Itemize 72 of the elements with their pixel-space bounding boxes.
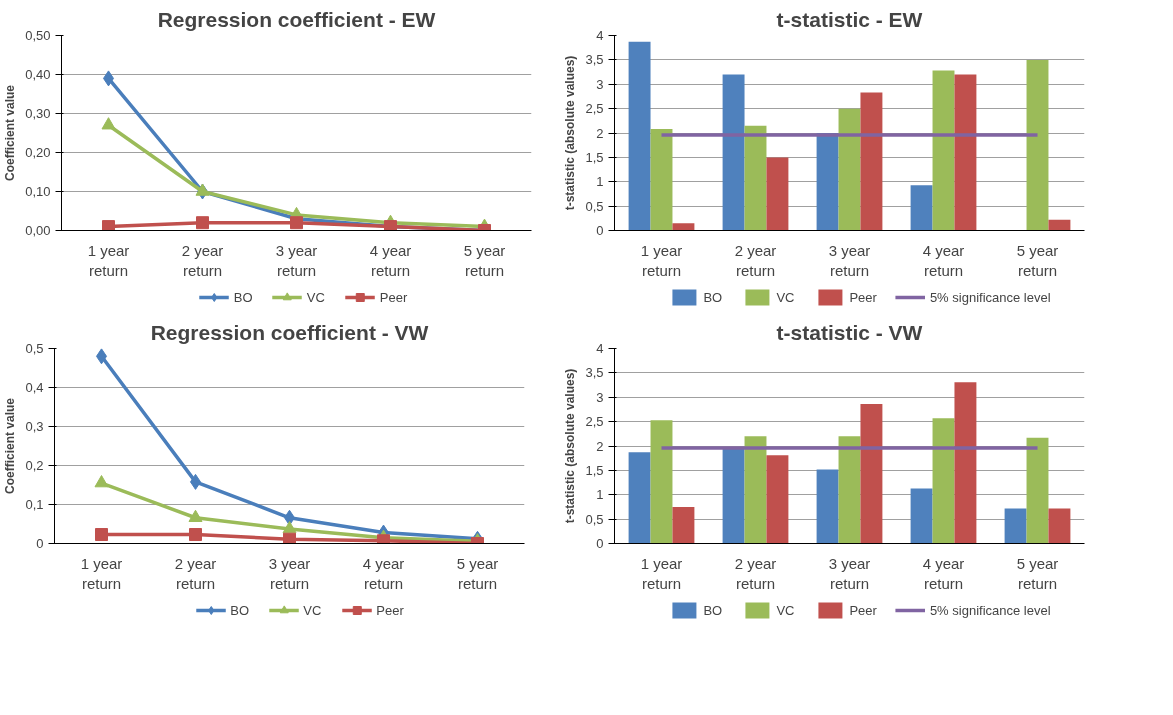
y-tick-label: 2,5 (585, 101, 604, 117)
x-tick-label: 3 year return (828, 241, 871, 279)
legend-label: Peer (849, 602, 877, 618)
x-tick-label: 5 year return (463, 241, 506, 279)
y-axis-title: t-statistic (absolute values) (563, 368, 578, 524)
y-tick-label: 1 (596, 487, 604, 503)
legend-label: Peer (849, 289, 877, 305)
x-tick-label: 4 year return (922, 554, 965, 592)
y-axis-title: Coefficient value (3, 397, 18, 495)
y-tick-label: 2 (596, 125, 604, 141)
y-tick-label: 4 (596, 341, 604, 356)
y-tick-label: 0,50 (25, 28, 51, 43)
x-tick-label: 1 year return (80, 554, 123, 592)
chart-title: Regression coefficient - EW (157, 7, 436, 31)
legend-label: VC (776, 602, 796, 618)
y-tick-label: 0 (36, 536, 44, 551)
y-axis-title: t-statistic (absolute values) (563, 55, 578, 211)
x-tick-label: 3 year return (828, 554, 871, 592)
legend-label: Peer (379, 289, 408, 305)
legend-label: BO (703, 289, 724, 305)
y-tick-label: 2 (596, 438, 604, 454)
legend-label: BO (233, 289, 254, 305)
legend-label: Peer (376, 602, 404, 618)
x-tick-label: 3 year return (275, 241, 318, 279)
legend-label: 5% significance level (929, 602, 1051, 618)
y-tick-label: 0,10 (25, 184, 51, 199)
legend-label: BO (703, 602, 724, 618)
y-tick-label: 1,5 (585, 149, 604, 165)
y-tick-label: 0,5 (585, 198, 604, 214)
legend-label: VC (776, 289, 796, 305)
y-tick-label: 0 (596, 223, 604, 238)
x-tick-label: 4 year return (922, 241, 965, 279)
y-tick-label: 0,30 (25, 106, 51, 121)
x-tick-label: 5 year return (456, 554, 499, 592)
y-tick-label: 0,20 (25, 145, 51, 160)
x-tick-label: 2 year return (174, 554, 217, 592)
legend-label: VC (303, 602, 323, 618)
x-tick-label: 4 year return (369, 241, 412, 279)
y-tick-label: 0,40 (25, 67, 51, 82)
y-tick-label: 0,5 (585, 511, 604, 527)
x-tick-label: 1 year return (87, 241, 130, 279)
legend-label: 5% significance level (929, 289, 1051, 305)
x-tick-label: 2 year return (181, 241, 224, 279)
chart-title: Regression coefficient - VW (150, 320, 429, 344)
x-tick-label: 3 year return (268, 554, 311, 592)
y-tick-label: 3 (596, 389, 604, 405)
x-tick-label: 4 year return (362, 554, 405, 592)
y-tick-label: 0,00 (25, 223, 51, 238)
x-tick-label: 5 year return (1016, 241, 1059, 279)
y-axis-title: Coefficient value (3, 84, 18, 182)
chart-title: t-statistic - VW (776, 320, 923, 344)
y-tick-label: 0,5 (25, 341, 44, 356)
y-tick-label: 2,5 (585, 414, 604, 430)
y-tick-label: 0,3 (25, 419, 44, 434)
x-tick-label: 1 year return (640, 554, 683, 592)
y-tick-label: 4 (596, 28, 604, 43)
y-tick-label: 3 (596, 76, 604, 92)
y-tick-label: 3,5 (585, 52, 604, 68)
x-tick-label: 1 year return (640, 241, 683, 279)
y-tick-label: 0,4 (25, 380, 44, 395)
y-tick-label: 0 (596, 536, 604, 551)
legend-label: BO (230, 602, 251, 618)
y-tick-label: 0,2 (25, 458, 44, 473)
x-tick-label: 2 year return (734, 241, 777, 279)
chart-title: t-statistic - EW (776, 7, 923, 31)
y-tick-label: 1 (596, 174, 604, 190)
y-tick-label: 1,5 (585, 462, 604, 478)
legend-label: VC (306, 289, 326, 305)
y-tick-label: 0,1 (25, 497, 44, 512)
x-tick-label: 5 year return (1016, 554, 1059, 592)
y-tick-label: 3,5 (585, 365, 604, 381)
x-tick-label: 2 year return (734, 554, 777, 592)
